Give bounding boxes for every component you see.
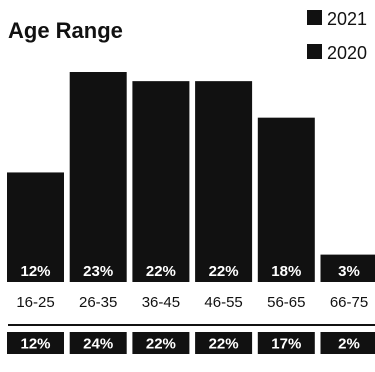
category-label-36-45: 36-45 xyxy=(142,294,180,311)
bar-2021-46-55 xyxy=(195,81,252,282)
value-label-2020-56-65: 17% xyxy=(271,336,301,353)
category-tick-labels: 16-25 26-35 36-45 46-55 56-65 66-75 xyxy=(16,294,368,311)
bar-value-label-2021-66-75: 3% xyxy=(338,263,360,280)
values-2020-row: 12% 24% 22% 22% 17% 2% xyxy=(7,332,375,354)
value-label-2020-66-75: 2% xyxy=(338,336,360,353)
chart-title: Age Range xyxy=(8,18,123,43)
bar-value-label-2021-46-55: 22% xyxy=(209,263,239,280)
bar-2021-56-65 xyxy=(258,118,315,282)
category-label-46-55: 46-55 xyxy=(204,294,242,311)
legend: 2021 2020 xyxy=(307,9,367,63)
value-label-2020-36-45: 22% xyxy=(146,336,176,353)
legend-label-2020: 2020 xyxy=(327,43,367,63)
bar-value-label-2021-36-45: 22% xyxy=(146,263,176,280)
bar-value-label-2021-16-25: 12% xyxy=(20,263,50,280)
bar-value-label-2021-56-65: 18% xyxy=(271,263,301,280)
category-label-66-75: 66-75 xyxy=(330,294,368,311)
legend-label-2021: 2021 xyxy=(327,9,367,29)
value-label-2020-26-35: 24% xyxy=(83,336,113,353)
bar-2021-26-35 xyxy=(70,72,127,282)
bars-2021 xyxy=(7,72,375,282)
category-label-56-65: 56-65 xyxy=(267,294,305,311)
value-label-2020-16-25: 12% xyxy=(20,336,50,353)
legend-swatch-2021 xyxy=(307,10,322,25)
category-label-26-35: 26-35 xyxy=(79,294,117,311)
category-label-16-25: 16-25 xyxy=(16,294,54,311)
bar-2021-36-45 xyxy=(132,81,189,282)
legend-swatch-2020 xyxy=(307,44,322,59)
bar-value-label-2021-26-35: 23% xyxy=(83,263,113,280)
value-label-2020-46-55: 22% xyxy=(209,336,239,353)
